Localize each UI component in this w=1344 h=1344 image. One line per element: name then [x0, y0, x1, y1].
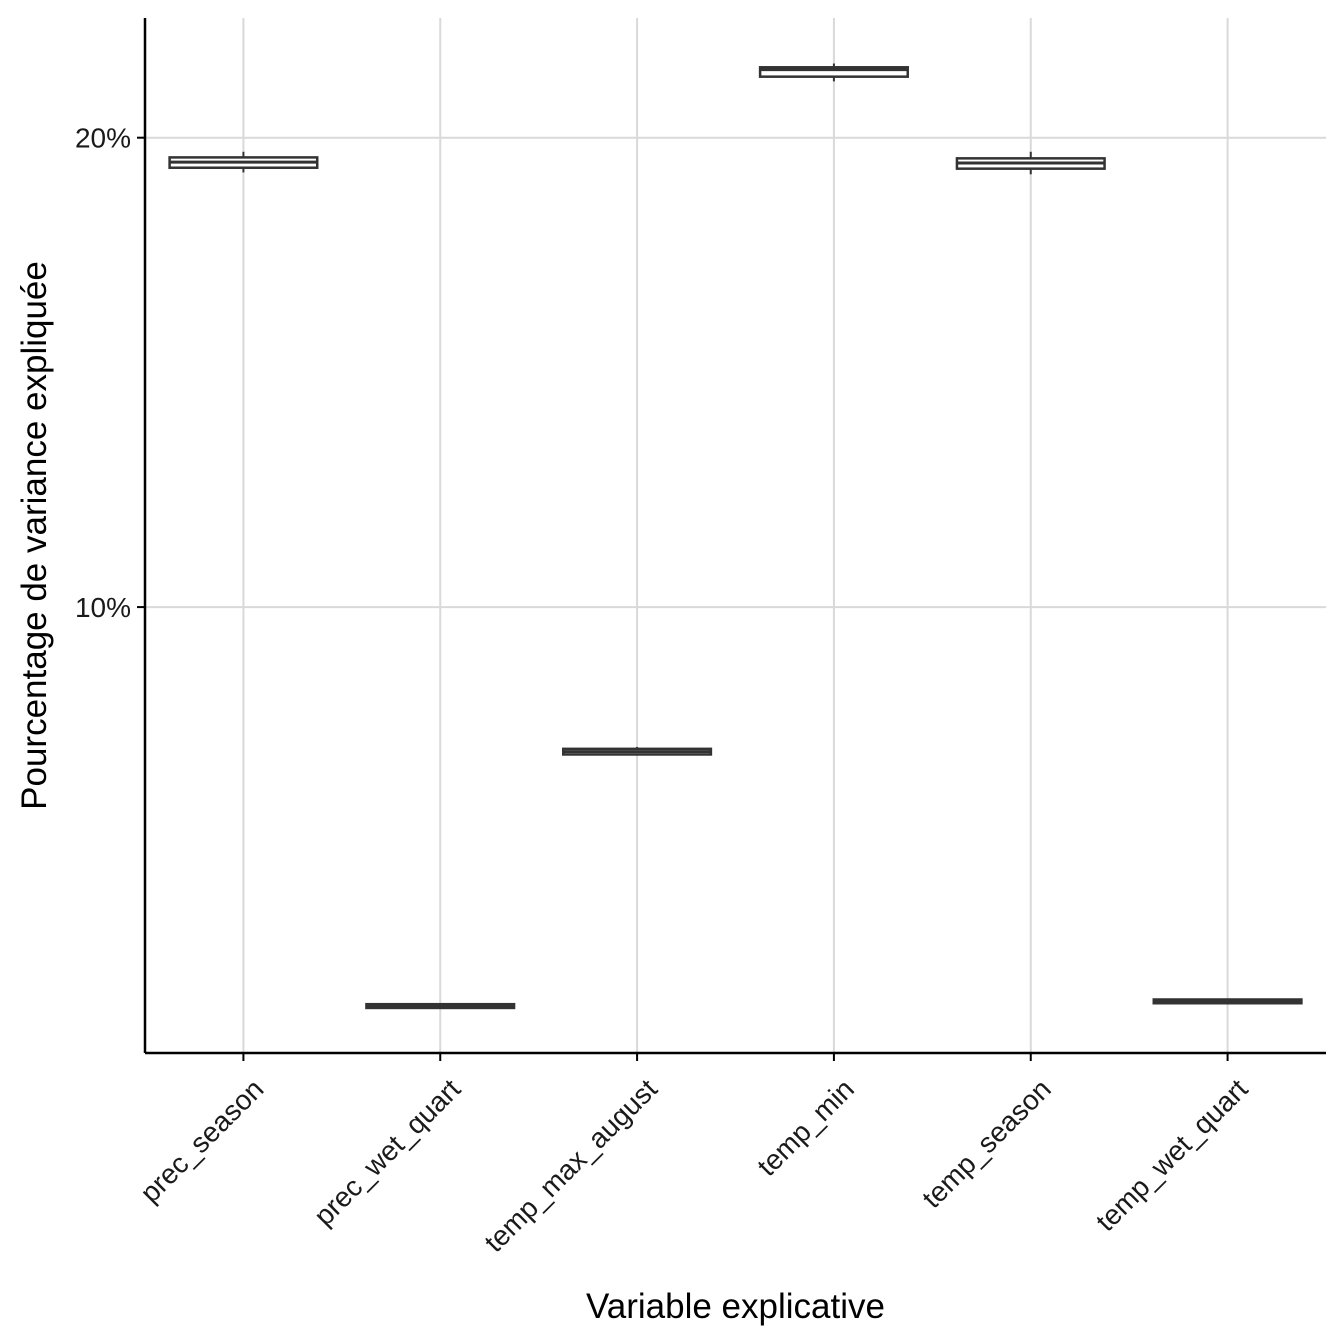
y-axis-title: Pourcentage de variance expliquée	[15, 261, 54, 810]
box-prec_season	[168, 151, 319, 173]
x-tick-label: prec_wet_quart	[308, 1073, 467, 1232]
x-axis-ticks: prec_season prec_wet_quart temp_max_august…	[134, 1053, 1254, 1258]
y-axis-ticks: 10% 20%	[75, 123, 145, 623]
x-tick-label: temp_wet_quart	[1090, 1073, 1254, 1237]
box-temp_max_august	[562, 746, 713, 756]
axes	[143, 18, 1326, 1055]
box-temp_season	[955, 151, 1106, 175]
y-tick-label: 20%	[75, 123, 131, 154]
x-tick-label: temp_season	[916, 1073, 1057, 1214]
x-axis-title: Variable explicative	[586, 1287, 885, 1326]
box-iqr	[758, 66, 909, 78]
y-tick-label: 10%	[75, 592, 131, 623]
box-temp_min	[758, 63, 909, 82]
box-prec_wet_quart	[365, 1002, 516, 1010]
box-series	[168, 63, 1303, 1010]
x-tick-label: temp_min	[751, 1073, 860, 1182]
x-tick-label: prec_season	[134, 1073, 269, 1208]
box-temp_wet_quart	[1152, 998, 1303, 1005]
x-tick-label: temp_max_august	[478, 1073, 663, 1258]
grid-lines	[145, 18, 1326, 1053]
